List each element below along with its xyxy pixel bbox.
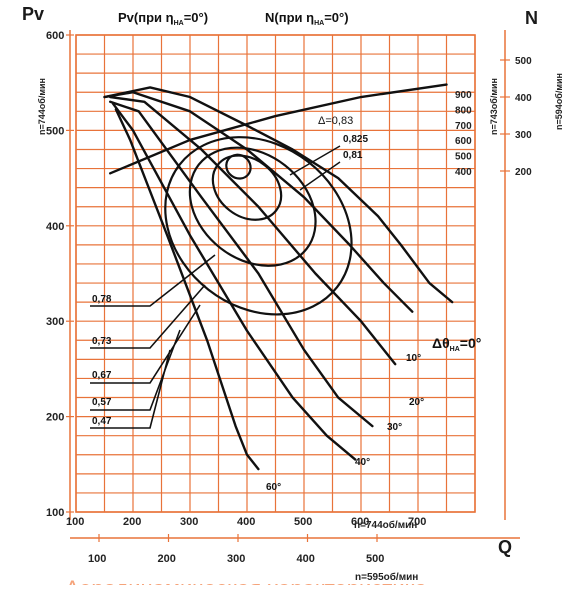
efficiency-leader-0825 [289, 145, 341, 176]
efficiency-label-067: 0,67 [92, 370, 112, 381]
y-tick-label: 100 [46, 507, 64, 519]
x-tick-label-595: 300 [227, 553, 245, 565]
y-axis-right-title: N [525, 8, 538, 28]
efficiency-contour-3 [164, 136, 353, 316]
y-axis-left-title: Pv [22, 4, 44, 24]
plot-frame [75, 34, 476, 513]
n-tick-label-594: 400 [515, 93, 532, 104]
efficiency-label-0825: 0,825 [343, 134, 368, 145]
n-tick-label-594: 300 [515, 130, 532, 141]
n-tick-label-743: 800 [455, 105, 472, 116]
n-tick-label-743: 500 [455, 152, 472, 163]
angle-label-60: 60° [266, 482, 281, 493]
efficiency-label-078: 0,78 [92, 294, 112, 305]
series-line-4 [111, 102, 357, 461]
angle-label-30: 30° [387, 422, 402, 433]
n-tick-label-594: 200 [515, 167, 532, 178]
chart-title: Аэродинамическая характеристика [65, 576, 428, 585]
n-scale-594-label: n=594об/мин [554, 73, 564, 130]
x-tick-label-595: 400 [297, 553, 315, 565]
angle-label-40: 40° [355, 457, 370, 468]
y-tick-label: 400 [46, 221, 64, 233]
pv-curve-label: Pv(при ηНА=0°) [118, 10, 208, 27]
series-line-6 [108, 83, 448, 175]
efficiency-label-081: 0,81 [343, 150, 363, 161]
efficiency-leader-1 [90, 284, 206, 349]
y-axis-left-speed-label: n=744об/мин [37, 78, 47, 135]
efficiency-contour-0 [225, 153, 252, 180]
n-tick-label-743: 400 [455, 167, 472, 178]
efficiency-leader-2 [90, 304, 201, 384]
chart-curves [103, 83, 454, 471]
angle-label-0: ΔθНА=0° [432, 335, 481, 353]
grid [69, 30, 520, 539]
x-tick-label-744: 700 [408, 516, 426, 528]
x-tick-label-744: 400 [237, 516, 255, 528]
series-line-3 [108, 100, 374, 428]
efficiency-label-047: 0,47 [92, 416, 112, 427]
efficiency-contours [90, 136, 353, 429]
x-axis-title: Q [498, 537, 512, 557]
efficiency-contour-1 [211, 154, 283, 221]
series-line-0 [103, 86, 454, 304]
series-line-1 [103, 91, 414, 313]
efficiency-leader-0 [90, 254, 216, 307]
tick-labels: 100 200 300 400 500 600 100 200 300 400 500 600 700 1… [46, 30, 532, 565]
x-tick-label-744: 100 [66, 516, 84, 528]
n-tick-label-743: 700 [455, 121, 472, 132]
x-tick-label-744: 200 [123, 516, 141, 528]
series-line-2 [108, 95, 397, 366]
n-curve-label: N(при ηНА=0°) [265, 10, 349, 27]
efficiency-label-083: Δ=0,83 [318, 115, 353, 127]
y-tick-label: 200 [46, 412, 64, 424]
efficiency-contour-2 [188, 146, 317, 267]
x-tick-label-595: 100 [88, 553, 106, 565]
efficiency-leader-4 [90, 349, 171, 429]
efficiency-label-073: 0,73 [92, 336, 112, 347]
efficiency-label-057: 0,57 [92, 397, 112, 408]
angle-label-20: 20° [409, 397, 424, 408]
n-tick-label-594: 500 [515, 56, 532, 67]
x-tick-label-595: 500 [366, 553, 384, 565]
y-tick-label: 300 [46, 316, 64, 328]
n-scale-743-label: n=743об/мин [489, 78, 499, 135]
efficiency-leader-3 [90, 329, 181, 411]
x-tick-label-744: 500 [294, 516, 312, 528]
x-tick-label-595: 200 [158, 553, 176, 565]
n-tick-label-743: 900 [455, 90, 472, 101]
y-tick-label: 500 [46, 125, 64, 137]
x-tick-label-744: 300 [180, 516, 198, 528]
n-tick-label-743: 600 [455, 136, 472, 147]
x-axis-speed-label-595: n=595об/мин [355, 571, 418, 583]
x-tick-label-744: 600 [351, 516, 369, 528]
x-axis-speed-label-744: n=744об/мин [354, 519, 417, 531]
angle-label-10: 10° [406, 353, 421, 364]
efficiency-leader-081 [299, 161, 341, 191]
y-tick-label: 600 [46, 30, 64, 42]
series-line-5 [114, 108, 260, 471]
